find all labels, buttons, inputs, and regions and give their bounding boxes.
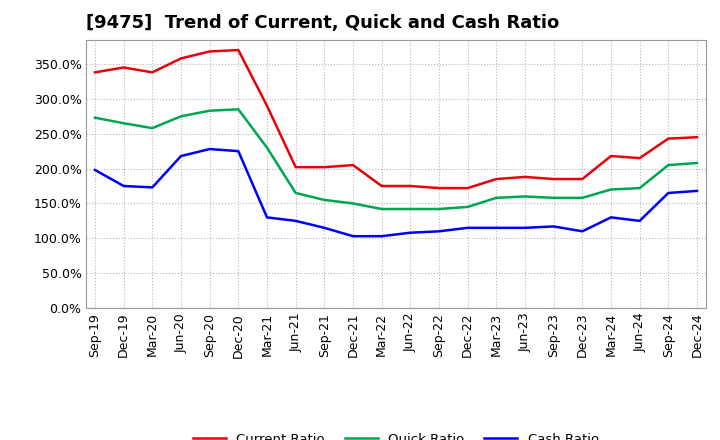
Quick Ratio — [693, 160, 701, 165]
Current Ratio — [435, 185, 444, 191]
Cash Ratio — [578, 229, 587, 234]
Current Ratio — [320, 165, 328, 170]
Quick Ratio — [635, 185, 644, 191]
Quick Ratio — [549, 195, 558, 201]
Quick Ratio — [492, 195, 500, 201]
Cash Ratio — [406, 230, 415, 235]
Current Ratio — [521, 174, 529, 180]
Current Ratio — [234, 48, 243, 53]
Line: Cash Ratio: Cash Ratio — [95, 149, 697, 236]
Current Ratio — [549, 176, 558, 182]
Current Ratio — [607, 154, 616, 159]
Quick Ratio — [176, 114, 185, 119]
Cash Ratio — [205, 147, 214, 152]
Quick Ratio — [406, 206, 415, 212]
Quick Ratio — [234, 106, 243, 112]
Cash Ratio — [549, 224, 558, 229]
Current Ratio — [263, 103, 271, 109]
Line: Quick Ratio: Quick Ratio — [95, 109, 697, 209]
Current Ratio — [464, 185, 472, 191]
Cash Ratio — [377, 234, 386, 239]
Current Ratio — [492, 176, 500, 182]
Legend: Current Ratio, Quick Ratio, Cash Ratio: Current Ratio, Quick Ratio, Cash Ratio — [188, 427, 604, 440]
Quick Ratio — [120, 121, 128, 126]
Current Ratio — [148, 70, 157, 75]
Quick Ratio — [263, 145, 271, 150]
Quick Ratio — [91, 115, 99, 120]
Cash Ratio — [148, 185, 157, 190]
Quick Ratio — [377, 206, 386, 212]
Current Ratio — [693, 135, 701, 140]
Quick Ratio — [292, 191, 300, 196]
Quick Ratio — [464, 204, 472, 209]
Quick Ratio — [320, 197, 328, 202]
Cash Ratio — [120, 183, 128, 189]
Current Ratio — [205, 49, 214, 54]
Current Ratio — [91, 70, 99, 75]
Text: [9475]  Trend of Current, Quick and Cash Ratio: [9475] Trend of Current, Quick and Cash … — [86, 15, 559, 33]
Quick Ratio — [664, 162, 672, 168]
Cash Ratio — [234, 149, 243, 154]
Current Ratio — [377, 183, 386, 189]
Current Ratio — [120, 65, 128, 70]
Current Ratio — [292, 165, 300, 170]
Cash Ratio — [292, 218, 300, 224]
Quick Ratio — [148, 125, 157, 131]
Current Ratio — [578, 176, 587, 182]
Cash Ratio — [348, 234, 357, 239]
Current Ratio — [635, 155, 644, 161]
Cash Ratio — [521, 225, 529, 231]
Cash Ratio — [263, 215, 271, 220]
Cash Ratio — [607, 215, 616, 220]
Quick Ratio — [607, 187, 616, 192]
Cash Ratio — [635, 218, 644, 224]
Quick Ratio — [348, 201, 357, 206]
Quick Ratio — [435, 206, 444, 212]
Line: Current Ratio: Current Ratio — [95, 50, 697, 188]
Current Ratio — [176, 56, 185, 61]
Cash Ratio — [91, 167, 99, 172]
Current Ratio — [348, 162, 357, 168]
Cash Ratio — [492, 225, 500, 231]
Current Ratio — [664, 136, 672, 141]
Quick Ratio — [578, 195, 587, 201]
Cash Ratio — [435, 229, 444, 234]
Cash Ratio — [464, 225, 472, 231]
Cash Ratio — [320, 225, 328, 231]
Quick Ratio — [521, 194, 529, 199]
Cash Ratio — [664, 191, 672, 196]
Current Ratio — [406, 183, 415, 189]
Cash Ratio — [693, 188, 701, 194]
Quick Ratio — [205, 108, 214, 114]
Cash Ratio — [176, 154, 185, 159]
